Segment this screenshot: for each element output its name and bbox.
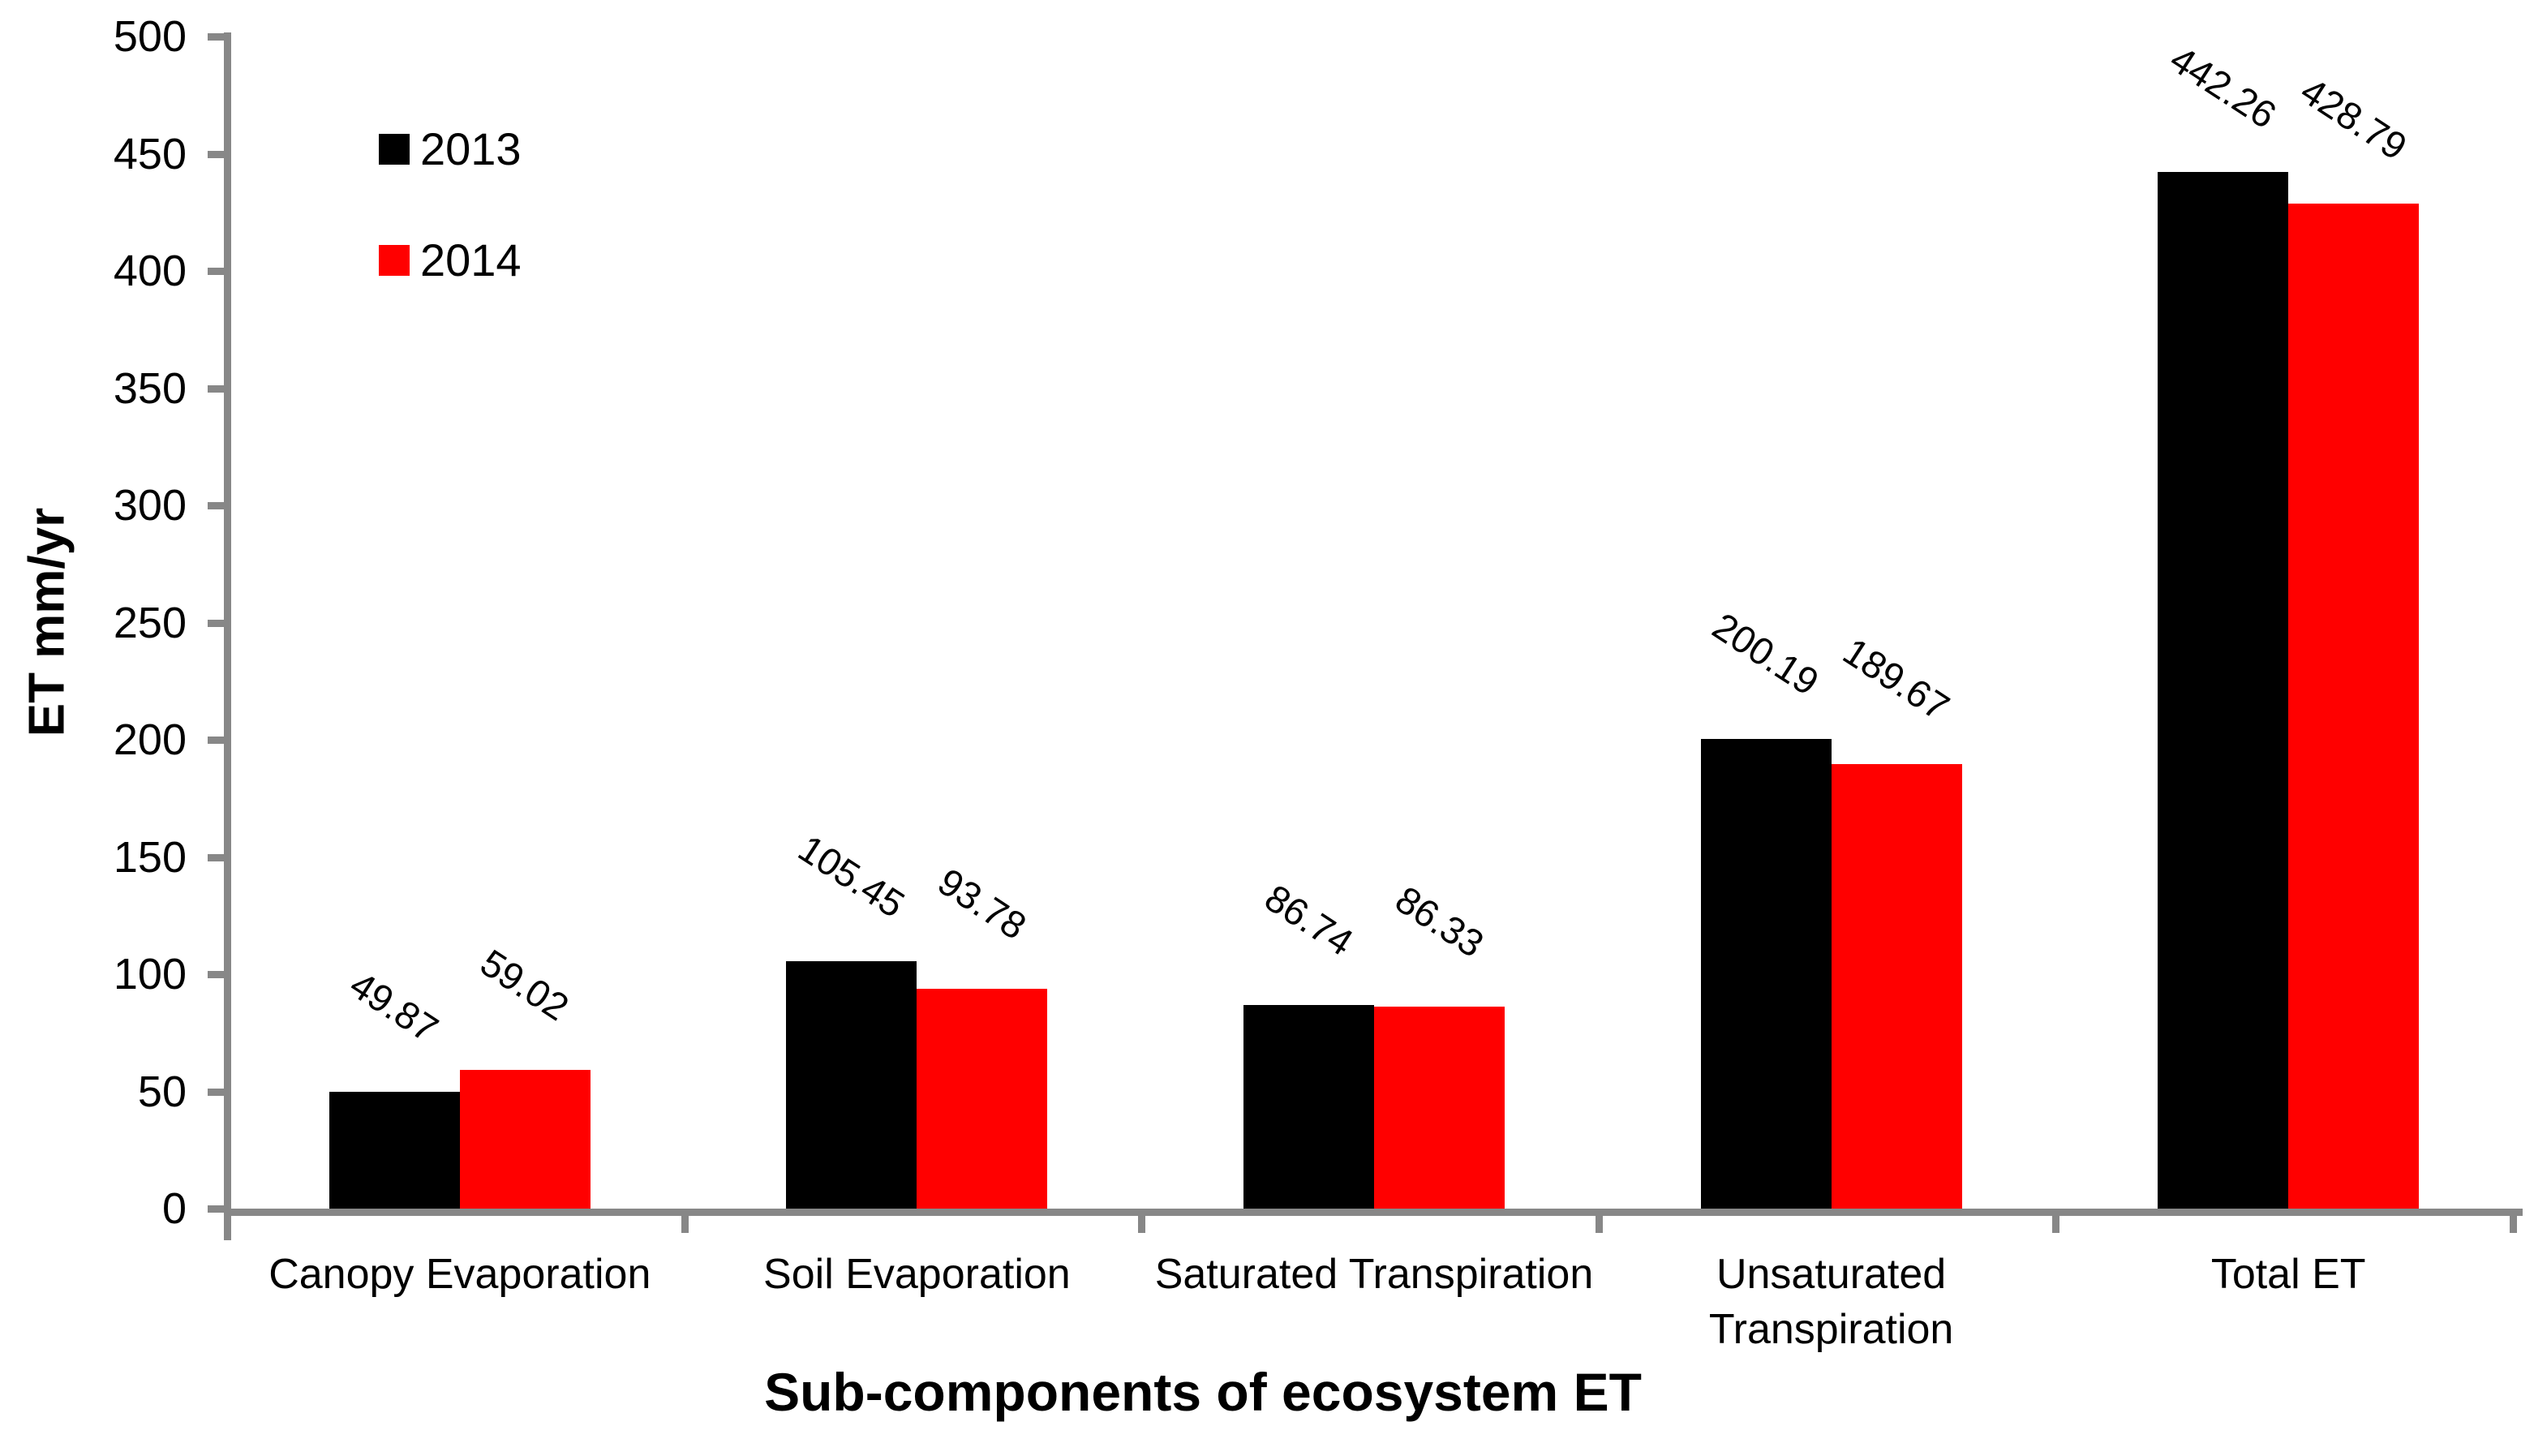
y-axis-line [224,32,231,1240]
y-tick-label: 50 [137,1067,187,1116]
bar-2014-2 [917,989,1048,1209]
y-tick-label: 250 [113,598,187,647]
data-label-2014-3: 86.33 [1387,877,1492,966]
category-label-2: Soil Evaporation [763,1251,1071,1298]
bar-2014-1 [459,1070,591,1209]
bar-2013-3 [1243,1005,1374,1209]
legend-label-2014: 2014 [420,234,522,286]
data-label-2014-4: 189.67 [1836,629,1957,729]
x-tick-mark [1595,1209,1603,1233]
y-tick-label: 100 [113,950,187,999]
x-tick-mark [681,1209,689,1233]
bar-2013-2 [786,961,917,1209]
x-axis-title: Sub-components of ecosystem ET [764,1362,1642,1422]
bar-2014-4 [1831,764,1962,1209]
x-tick-mark [1138,1209,1146,1233]
y-tick-mark [208,150,224,158]
data-label-2014-1: 59.02 [473,940,578,1029]
y-tick-label: 400 [113,247,187,295]
category-label-4: Unsaturated Transpiration [1708,1251,1954,1353]
legend-item-2014: 2014 [379,238,522,283]
bar-2013-4 [1700,739,1832,1209]
y-tick-label: 150 [113,832,187,882]
y-tick-label: 450 [113,129,187,178]
bar-2014-5 [2288,204,2420,1209]
y-tick-mark [208,737,224,744]
legend-swatch-2013 [379,134,410,165]
y-tick-mark [208,971,224,978]
legend-swatch-2014 [379,245,410,276]
x-axis-line [224,1209,2523,1216]
y-tick-label: 500 [113,12,187,61]
y-tick-label: 300 [113,481,187,530]
data-label-2013-4: 200.19 [1705,603,1827,704]
category-label-3: Saturated Transpiration [1154,1251,1594,1298]
y-tick-label: 350 [113,363,187,413]
data-label-2014-2: 93.78 [930,859,1034,948]
x-tick-mark [224,1209,231,1233]
bar-2013-1 [329,1092,460,1209]
legend: 2013 2014 [379,127,522,349]
y-tick-mark [208,853,224,861]
data-label-2014-5: 428.79 [2292,68,2415,169]
y-tick-mark [208,384,224,393]
data-label-2013-2: 105.45 [791,826,913,926]
y-tick-mark [208,1088,224,1096]
data-label-2013-5: 442.26 [2162,37,2284,137]
legend-label-2013: 2013 [420,123,522,174]
y-tick-label: 200 [113,715,187,764]
category-label-5: Total ET [2210,1251,2366,1298]
bar-2014-3 [1374,1007,1505,1209]
category-label-1: Canopy Evaporation [268,1251,651,1298]
y-tick-label: 0 [161,1184,187,1233]
legend-item-2013: 2013 [379,127,522,172]
bar-2013-5 [2158,172,2289,1209]
y-tick-mark [208,502,224,509]
y-tick-mark [208,1205,224,1213]
x-tick-mark [2052,1209,2060,1233]
y-tick-mark [208,268,224,275]
y-tick-mark [208,619,224,627]
y-tick-mark [208,33,224,41]
data-label-2013-3: 86.74 [1256,875,1361,964]
x-tick-mark [2510,1209,2517,1233]
data-label-2013-1: 49.87 [342,962,447,1051]
